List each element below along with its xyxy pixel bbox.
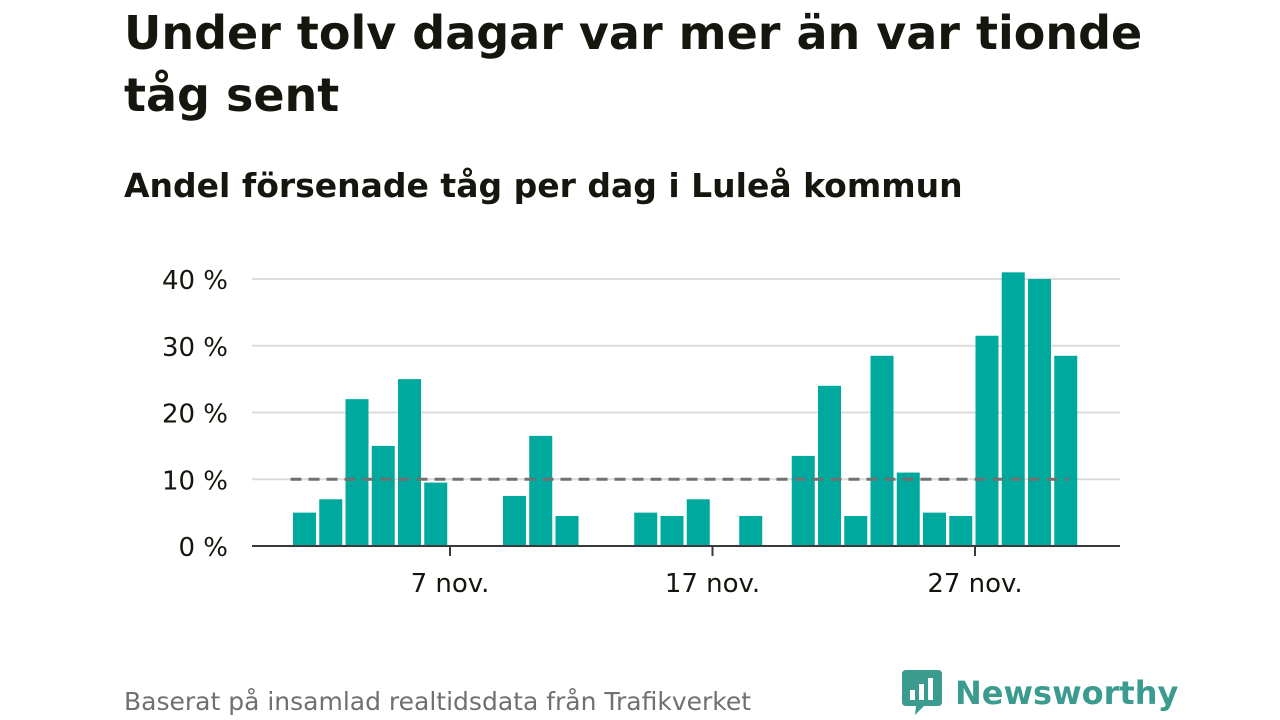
bar	[345, 399, 369, 546]
bar	[293, 512, 316, 546]
bar	[398, 379, 421, 546]
bar-chart: 0 % 10 % 20 % 30 % 40 % 7 nov. 17 nov. 27 nov.	[162, 266, 1120, 599]
bar	[844, 515, 868, 546]
newsworthy-logo-icon	[902, 670, 942, 715]
bar	[949, 515, 973, 546]
bar	[1028, 279, 1051, 546]
tick-labels: 0 % 10 % 20 % 30 % 40 % 7 nov. 17 nov. 27 nov.	[162, 266, 1023, 599]
source-note: Baserat på insamlad realtidsdata från Tr…	[124, 687, 752, 716]
x-tick-label: 7 nov.	[411, 569, 490, 599]
axes	[252, 545, 1120, 556]
bar	[739, 515, 763, 546]
bar	[870, 355, 894, 546]
bar	[529, 435, 553, 546]
bars	[293, 272, 1078, 546]
bar	[371, 445, 395, 546]
bar	[975, 335, 999, 546]
bar	[634, 512, 658, 546]
bar	[503, 495, 526, 546]
bar	[319, 499, 343, 546]
x-tick-label: 17 nov.	[665, 569, 760, 599]
brand-name: Newsworthy	[955, 674, 1179, 712]
bar	[896, 472, 920, 546]
y-tick-label: 40 %	[162, 266, 228, 296]
y-tick-label: 10 %	[162, 466, 228, 496]
y-tick-label: 20 %	[162, 400, 228, 430]
bar	[686, 499, 710, 546]
bar	[923, 512, 946, 546]
bar	[660, 515, 684, 546]
bar	[1001, 272, 1025, 546]
bar	[424, 482, 448, 546]
bar	[555, 515, 579, 546]
bar	[791, 455, 815, 546]
chart-title: Under tolv dagar var mer än var tionde t…	[124, 6, 1143, 122]
brand-logo-group: Newsworthy	[902, 670, 1178, 716]
x-tick-label: 27 nov.	[927, 569, 1022, 599]
chart-subtitle: Andel försenade tåg per dag i Luleå komm…	[124, 166, 963, 205]
y-tick-label: 0 %	[178, 533, 228, 563]
y-tick-label: 30 %	[162, 333, 228, 363]
bar	[818, 385, 841, 546]
bar	[1054, 355, 1078, 546]
